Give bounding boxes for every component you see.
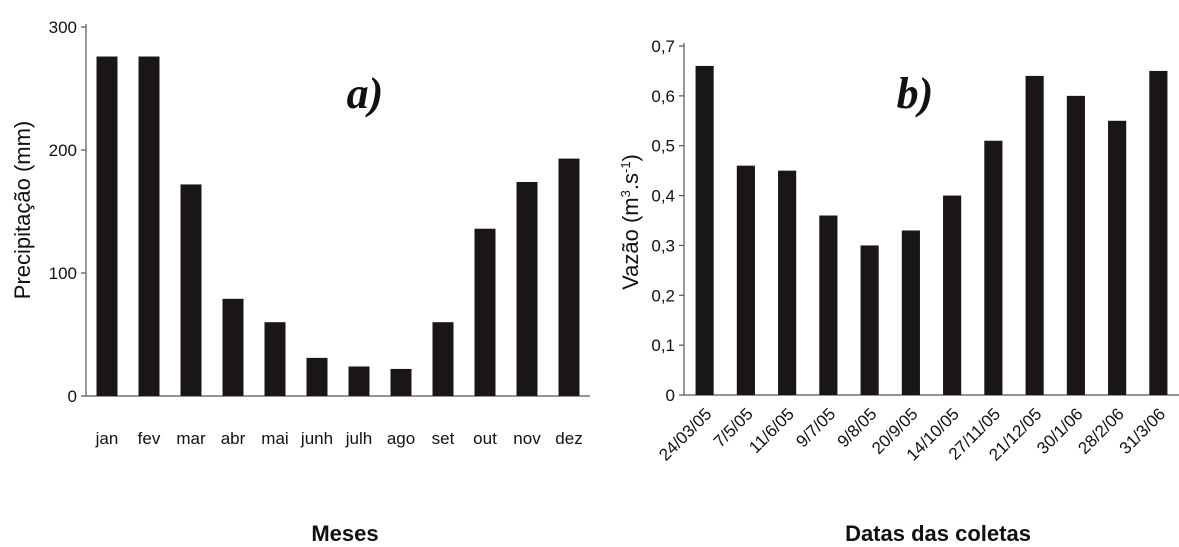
chart-b-ylabel-sup1: 3 <box>618 190 633 197</box>
chart-a-panel-label: a) <box>347 69 384 118</box>
chart-a-bar <box>516 181 538 396</box>
chart-a-bar <box>264 322 286 396</box>
chart-b-bar <box>1108 120 1127 396</box>
chart-b-ylabel-mid: .s <box>618 173 643 190</box>
chart-b-bar <box>901 230 920 395</box>
chart-a-bar <box>96 56 118 397</box>
chart-a-ytick-label: 100 <box>49 264 77 283</box>
chart-a-xtick-label: out <box>473 429 497 448</box>
chart-b-ytick-label: 0,4 <box>651 187 675 206</box>
chart-b-bar <box>736 165 755 395</box>
chart-a-bar <box>390 368 412 396</box>
chart-a-xtick-label: ago <box>387 429 415 448</box>
chart-a-marks: 0 100 200 300 jan fev mar abr mai junh julh ago set o… <box>49 18 590 448</box>
chart-b-ylabel-end: ) <box>618 154 643 161</box>
chart-b-bar <box>1066 95 1085 395</box>
chart-a-xtick-label: julh <box>345 429 372 448</box>
chart-a-bar <box>180 184 202 396</box>
chart-b-ytick-label: 0,5 <box>651 137 675 156</box>
chart-a-xtick-label: abr <box>221 429 246 448</box>
chart-b-bar <box>984 140 1003 395</box>
chart-b-ytick-label: 0,6 <box>651 87 675 106</box>
chart-b-bar <box>695 65 714 395</box>
chart-b-ylabel-main: Vazão (m <box>618 197 643 290</box>
chart-b-bar <box>1149 70 1168 395</box>
chart-b-bar <box>1025 75 1044 396</box>
chart-a-xlabel: Meses <box>311 521 378 546</box>
chart-b-bar <box>819 215 838 395</box>
chart-b-bar <box>943 195 962 395</box>
chart-b-xtick-label: 31/3/06 <box>1116 404 1170 458</box>
chart-a-xtick-label: fev <box>138 429 161 448</box>
chart-a-xtick-label: junh <box>300 429 333 448</box>
chart-b-ytick-label: 0,2 <box>651 286 675 305</box>
chart-a-bar <box>432 322 454 396</box>
chart-b-ytick-label: 0,7 <box>651 37 675 56</box>
chart-b-panel-label: b) <box>897 69 934 118</box>
chart-a-bar <box>348 366 370 396</box>
chart-a-xtick-label: dez <box>555 429 582 448</box>
chart-b-bar <box>778 170 797 395</box>
chart-a-xtick-label: jan <box>95 429 119 448</box>
chart-a-xtick-label: mai <box>261 429 288 448</box>
chart-b-xtick-label: 11/6/05 <box>745 404 798 457</box>
chart-b-ylabel-sup2: -1 <box>618 161 633 173</box>
chart-a-bar <box>138 56 160 397</box>
chart-a-ytick-label: 300 <box>49 18 77 37</box>
chart-a-xtick-label: mar <box>176 429 206 448</box>
chart-b-ylabel: Vazão (m3.s-1) <box>618 154 643 290</box>
chart-b: Vazão (m3.s-1) b) Datas das coletas 0 0,1… <box>618 37 1179 546</box>
chart-b-bar <box>860 245 879 395</box>
chart-a-ylabel: Precipitação (mm) <box>10 121 35 299</box>
chart-a-xtick-label: set <box>432 429 455 448</box>
chart-a-bar <box>474 228 496 396</box>
chart-a-xtick-label: nov <box>513 429 541 448</box>
chart-b-ytick-label: 0,3 <box>651 236 675 255</box>
chart-b-xtick-label: 9/7/05 <box>792 404 839 451</box>
chart-b-ytick-label: 0,1 <box>651 336 675 355</box>
chart-a: Precipitação (mm) a) Meses 0 100 200 300 jan… <box>10 18 590 546</box>
chart-b-xtick-label: 24/03/05 <box>655 404 715 464</box>
chart-b-xlabel: Datas das coletas <box>845 521 1031 546</box>
chart-a-bar <box>306 357 328 396</box>
chart-b-ytick-label: 0 <box>666 386 675 405</box>
chart-a-bar <box>558 158 580 396</box>
chart-a-ytick-label: 200 <box>49 141 77 160</box>
chart-a-bar <box>222 298 244 396</box>
chart-a-ytick-label: 0 <box>68 387 77 406</box>
